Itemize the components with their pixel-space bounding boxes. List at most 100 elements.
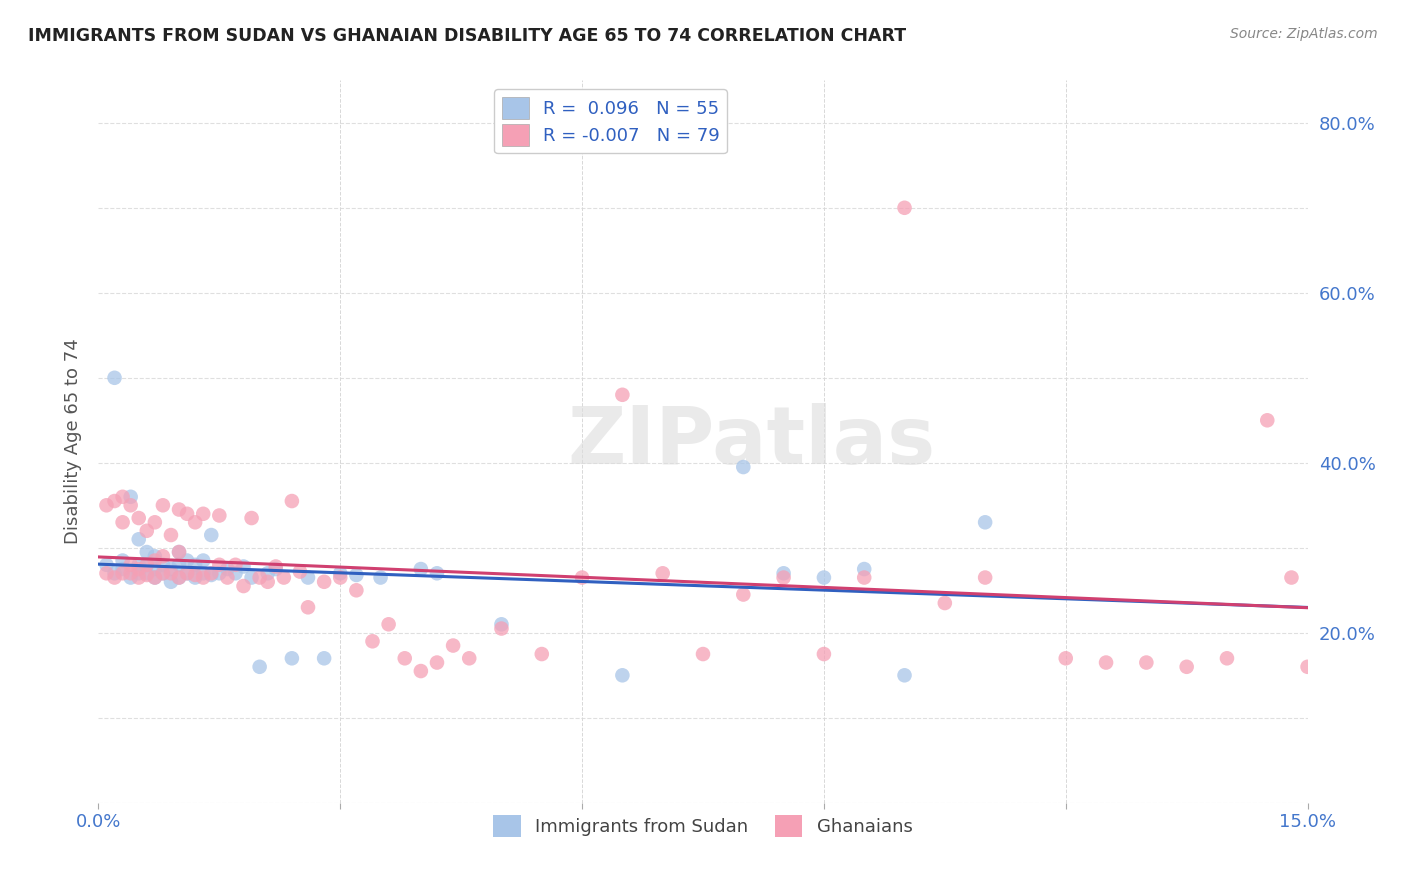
- Point: [1296, 660, 1319, 674]
- Point: [1135, 656, 1157, 670]
- Point: [200, 566, 222, 581]
- Point: [193, 507, 215, 521]
- Point: [1054, 651, 1077, 665]
- Point: [249, 660, 271, 674]
- Point: [120, 558, 142, 572]
- Point: [491, 622, 513, 636]
- Point: [208, 566, 231, 581]
- Point: [249, 570, 271, 584]
- Point: [281, 494, 304, 508]
- Point: [612, 668, 634, 682]
- Point: [193, 570, 215, 584]
- Point: [297, 570, 319, 584]
- Point: [853, 570, 876, 584]
- Point: [273, 570, 295, 584]
- Point: [853, 562, 876, 576]
- Point: [1216, 651, 1239, 665]
- Point: [111, 490, 134, 504]
- Point: [240, 511, 263, 525]
- Point: [103, 494, 125, 508]
- Point: [167, 545, 190, 559]
- Text: ZIPatlas: ZIPatlas: [567, 402, 935, 481]
- Point: [176, 507, 198, 521]
- Point: [160, 574, 183, 589]
- Point: [167, 558, 190, 572]
- Point: [772, 570, 794, 584]
- Point: [135, 524, 157, 538]
- Point: [530, 647, 553, 661]
- Point: [143, 570, 166, 584]
- Point: [152, 549, 174, 564]
- Point: [772, 566, 794, 581]
- Point: [143, 562, 166, 576]
- Point: [111, 566, 134, 581]
- Point: [651, 566, 673, 581]
- Point: [297, 600, 319, 615]
- Point: [208, 558, 231, 572]
- Point: [893, 668, 915, 682]
- Point: [160, 528, 183, 542]
- Text: Source: ZipAtlas.com: Source: ZipAtlas.com: [1230, 27, 1378, 41]
- Point: [217, 562, 239, 576]
- Point: [361, 634, 384, 648]
- Point: [120, 566, 142, 581]
- Point: [184, 558, 207, 572]
- Point: [128, 511, 150, 525]
- Point: [143, 549, 166, 564]
- Point: [160, 562, 183, 576]
- Point: [264, 559, 287, 574]
- Point: [167, 502, 190, 516]
- Point: [426, 566, 449, 581]
- Point: [893, 201, 915, 215]
- Point: [232, 579, 254, 593]
- Point: [426, 656, 449, 670]
- Point: [128, 533, 150, 547]
- Point: [184, 570, 207, 584]
- Point: [217, 570, 239, 584]
- Point: [224, 566, 246, 581]
- Point: [135, 558, 157, 572]
- Point: [458, 651, 481, 665]
- Point: [394, 651, 416, 665]
- Point: [135, 566, 157, 581]
- Point: [135, 558, 157, 572]
- Point: [733, 460, 755, 475]
- Point: [152, 566, 174, 581]
- Point: [344, 583, 367, 598]
- Point: [111, 553, 134, 567]
- Point: [111, 516, 134, 530]
- Legend: Immigrants from Sudan, Ghanaians: Immigrants from Sudan, Ghanaians: [486, 808, 920, 845]
- Point: [232, 559, 254, 574]
- Point: [934, 596, 956, 610]
- Point: [1256, 413, 1278, 427]
- Point: [160, 566, 183, 581]
- Point: [692, 647, 714, 661]
- Point: [491, 617, 513, 632]
- Point: [176, 566, 198, 581]
- Point: [167, 570, 190, 584]
- Point: [152, 558, 174, 572]
- Point: [281, 651, 304, 665]
- Point: [193, 566, 215, 581]
- Point: [96, 566, 118, 581]
- Point: [200, 568, 222, 582]
- Point: [167, 570, 190, 584]
- Point: [329, 566, 352, 581]
- Point: [184, 516, 207, 530]
- Point: [167, 545, 190, 559]
- Point: [184, 568, 207, 582]
- Point: [103, 566, 125, 581]
- Point: [441, 639, 464, 653]
- Point: [1175, 660, 1198, 674]
- Point: [813, 647, 835, 661]
- Point: [733, 588, 755, 602]
- Point: [128, 570, 150, 584]
- Point: [135, 545, 157, 559]
- Point: [256, 574, 278, 589]
- Point: [208, 508, 231, 523]
- Y-axis label: Disability Age 65 to 74: Disability Age 65 to 74: [65, 339, 83, 544]
- Text: IMMIGRANTS FROM SUDAN VS GHANAIAN DISABILITY AGE 65 TO 74 CORRELATION CHART: IMMIGRANTS FROM SUDAN VS GHANAIAN DISABI…: [28, 27, 907, 45]
- Point: [143, 570, 166, 584]
- Point: [120, 498, 142, 512]
- Point: [256, 566, 278, 581]
